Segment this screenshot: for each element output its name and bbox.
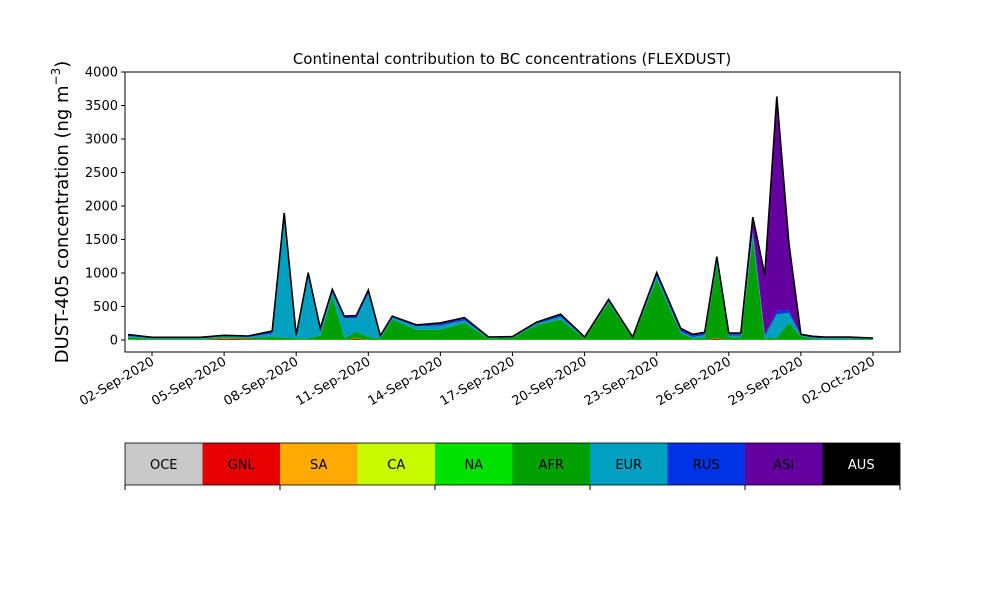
colorbar-label-na: NA (464, 458, 483, 473)
colorbar-label-eur: EUR (615, 458, 642, 473)
colorbar-label-sa: SA (310, 458, 327, 473)
x-tick-label: 11-Sep-2020 (293, 354, 373, 409)
y-tick-label: 3000 (85, 133, 118, 148)
x-tick-label: 17-Sep-2020 (438, 354, 518, 409)
x-tick-label: 29-Sep-2020 (726, 354, 806, 409)
colorbar-swatch-na (435, 443, 513, 485)
area-asi (128, 96, 873, 339)
x-tick-label: 08-Sep-2020 (221, 354, 301, 409)
colorbar-swatch-rus (667, 443, 745, 485)
colorbar-swatch-ca (357, 443, 435, 485)
colorbar-swatch-gnl (202, 443, 280, 485)
x-tick-label: 02-Oct-2020 (800, 354, 878, 408)
x-tick-label: 23-Sep-2020 (582, 354, 662, 409)
plot-area (127, 96, 874, 340)
y-tick-label: 4000 (85, 66, 118, 81)
colorbar-swatch-eur (590, 443, 668, 485)
total-outline (127, 96, 874, 339)
colorbar-swatch-oce (125, 443, 203, 485)
y-tick-label: 1000 (85, 267, 118, 282)
y-axis-label-close: ) (52, 61, 73, 68)
y-axis-label-exponent: −3 (49, 68, 63, 86)
x-axis: 02-Sep-202005-Sep-202008-Sep-202011-Sep-… (77, 352, 878, 409)
y-tick-label: 2000 (85, 200, 118, 215)
colorbar-swatch-afr (512, 443, 590, 485)
x-tick-label: 20-Sep-2020 (510, 354, 590, 409)
y-axis: 0 500 1000 1500 2000 2500 3000 3500 4000 (85, 66, 125, 349)
x-tick-label: 26-Sep-2020 (654, 354, 734, 409)
colorbar-frame (124, 442, 901, 486)
colorbar-label-oce: OCE (150, 458, 178, 473)
y-axis-label: DUST-405 concentration (ng m−3) (49, 61, 73, 364)
y-tick-label: 3500 (85, 99, 118, 114)
area-eur (128, 217, 873, 339)
colorbar-label-ca: CA (387, 458, 405, 473)
x-tick-label: 14-Sep-2020 (366, 354, 446, 409)
colorbar-label-asi: ASI (773, 458, 794, 473)
colorbar-label-aus: AUS (848, 458, 875, 473)
colorbar-swatch-aus (822, 443, 900, 485)
y-tick-label: 0 (110, 334, 118, 349)
x-tick-label: 05-Sep-2020 (149, 354, 229, 409)
colorbar-label-afr: AFR (539, 458, 564, 473)
area-na (128, 338, 873, 340)
colorbar-swatch-sa (280, 443, 358, 485)
colorbar-swatch-asi (745, 443, 823, 485)
colorbar-label-gnl: GNL (228, 458, 256, 473)
y-axis-label-main: DUST-405 concentration (ng m (52, 85, 73, 363)
y-tick-label: 2500 (85, 166, 118, 181)
y-tick-label: 500 (93, 300, 118, 315)
y-tick-label: 1500 (85, 233, 118, 248)
colorbar-label-rus: RUS (693, 458, 720, 473)
chart-title: Continental contribution to BC concentra… (293, 50, 731, 68)
x-tick-label: 02-Sep-2020 (77, 354, 157, 409)
colorbar: OCE GNL SA CA NA AFR EUR RUS ASI AUS (124, 442, 901, 490)
